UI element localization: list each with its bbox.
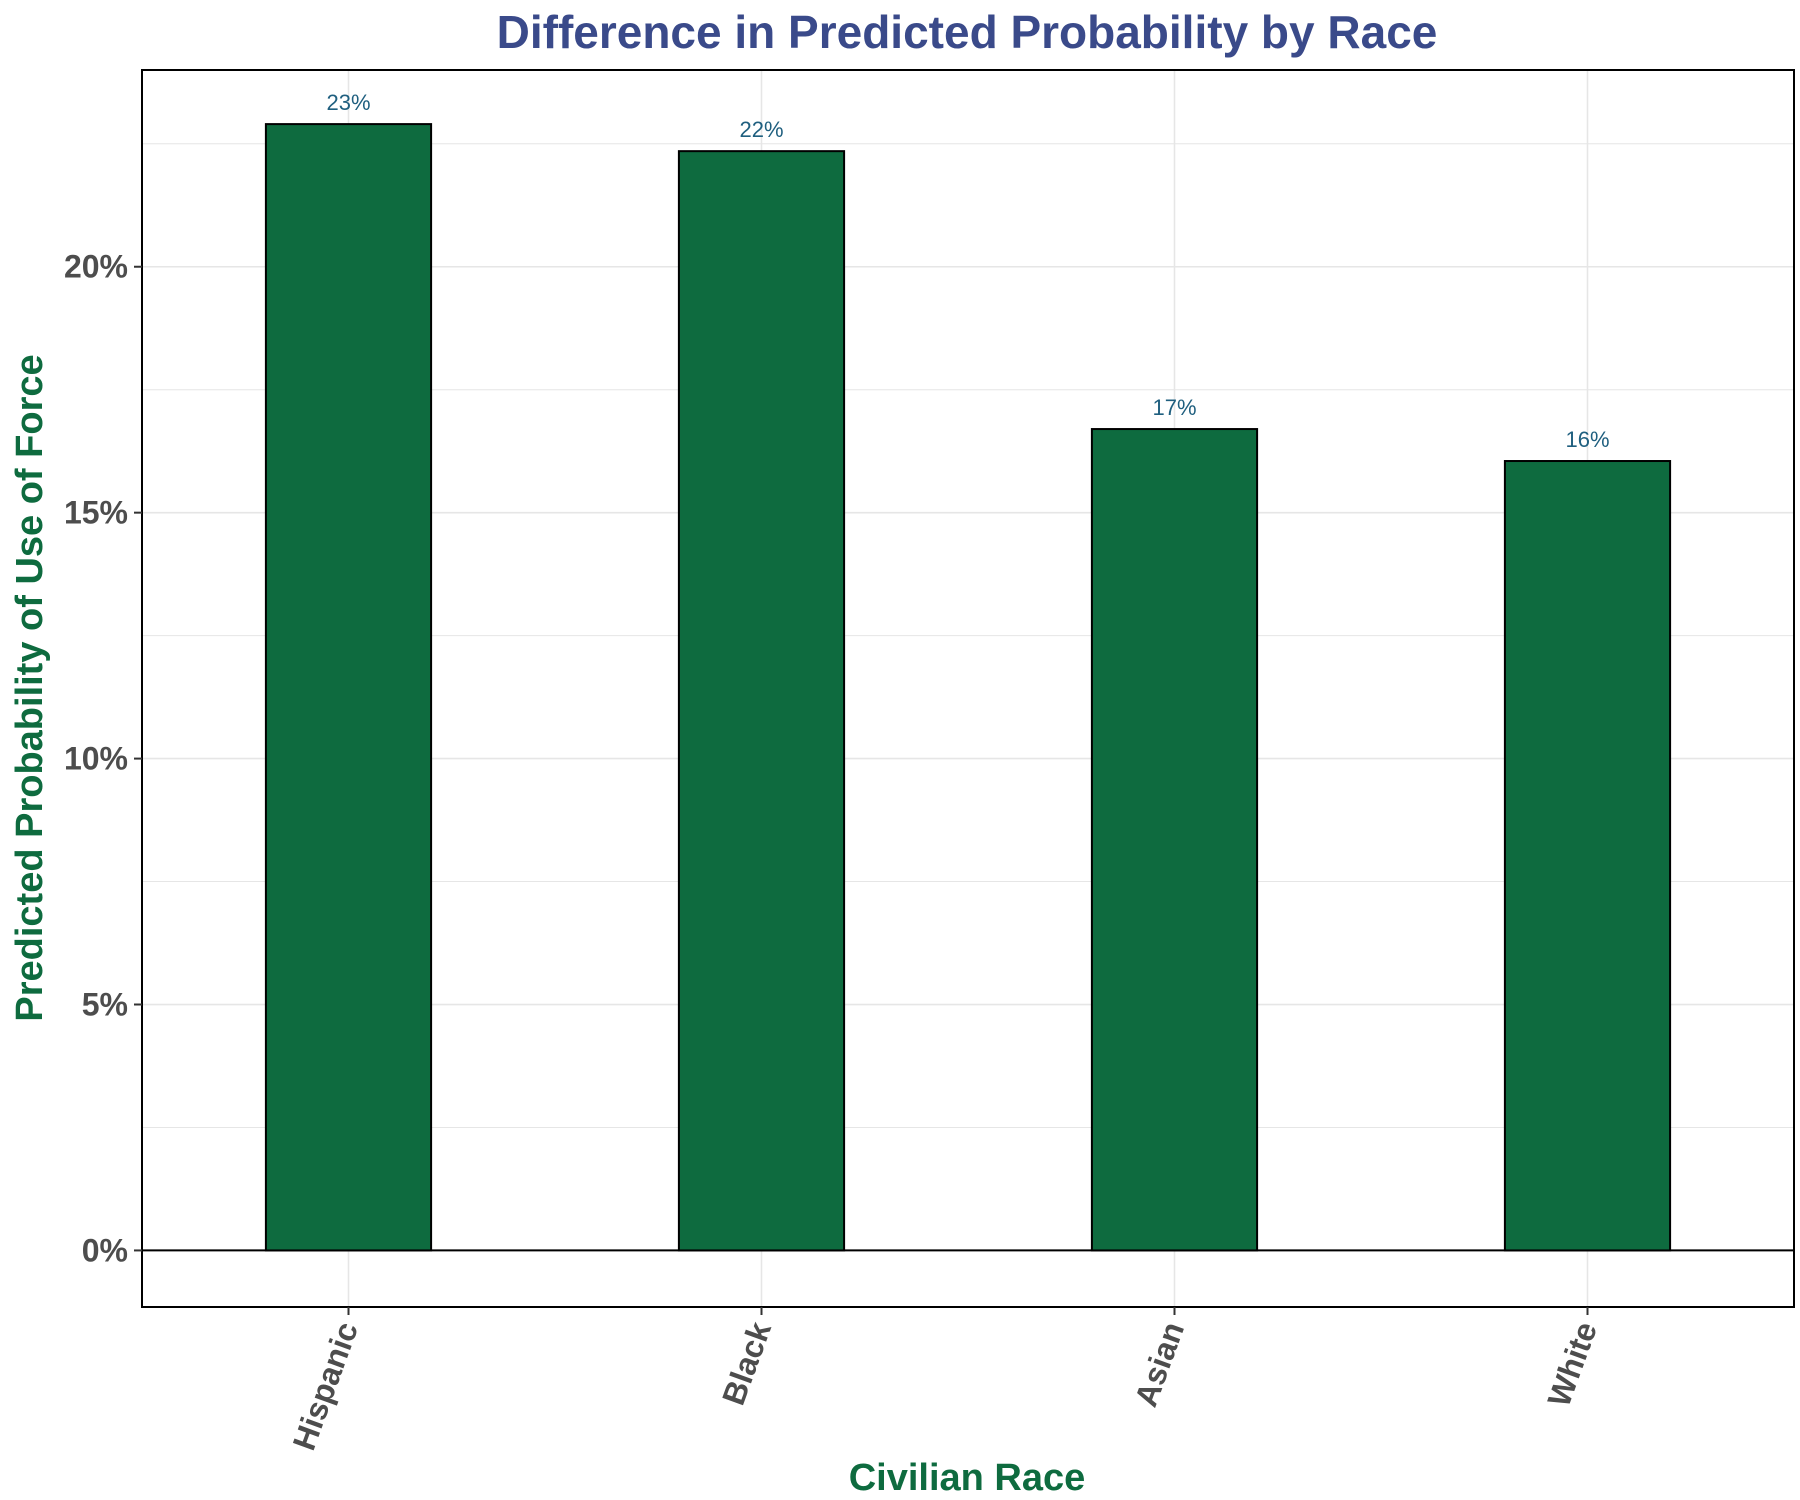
bar-white	[1503, 460, 1672, 1252]
y-tick-label: 5%	[82, 987, 128, 1023]
x-tick-label-asian: Asian	[1127, 1317, 1191, 1411]
bar-hispanic	[264, 123, 433, 1252]
y-tick-label: 15%	[64, 495, 128, 531]
x-tick-label-white: White	[1540, 1317, 1604, 1411]
data-label-black: 22%	[739, 117, 783, 142]
y-axis-title: Predicted Probability of Use of Force	[9, 354, 51, 1021]
y-tick-label: 10%	[64, 741, 128, 777]
data-label-asian: 17%	[1152, 395, 1196, 420]
bar-asian	[1090, 428, 1259, 1252]
x-axis-ticks: Hispanic Black Asian White	[286, 1307, 1604, 1455]
bars	[264, 123, 1672, 1252]
x-tick-label-hispanic: Hispanic	[286, 1317, 365, 1455]
bar-black	[677, 150, 846, 1252]
y-axis-ticks: 0% 5% 10% 15% 20%	[64, 249, 142, 1268]
x-axis-title: Civilian Race	[849, 1457, 1086, 1499]
data-labels: 23% 22% 17% 16%	[326, 90, 1609, 452]
chart-title: Difference in Predicted Probability by R…	[497, 6, 1438, 58]
data-label-hispanic: 23%	[326, 90, 370, 115]
x-tick-label-black: Black	[715, 1317, 778, 1410]
y-tick-label: 0%	[82, 1232, 128, 1268]
plot-border	[141, 69, 1795, 1308]
data-label-white: 16%	[1565, 427, 1609, 452]
y-tick-label: 20%	[64, 249, 128, 285]
